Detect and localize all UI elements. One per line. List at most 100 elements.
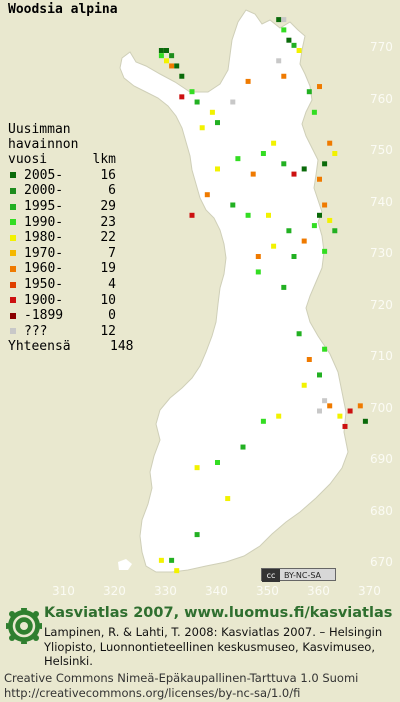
legend-swatch (10, 172, 16, 179)
legend-item-count: 12 (100, 323, 116, 339)
legend-swatch (10, 312, 16, 319)
license-name: Creative Commons Nimeä-Epäkaupallinen-Ta… (4, 671, 359, 685)
observation-square (362, 418, 368, 424)
y-tick-label: 680 (370, 503, 393, 518)
legend-item-label: 1980- (24, 230, 64, 246)
observation-square (245, 78, 251, 84)
footer-license: Creative Commons Nimeä-Epäkaupallinen-Ta… (4, 671, 358, 700)
legend-item-label: 1960- (24, 261, 64, 277)
observation-square (169, 557, 175, 563)
legend-rows: 2005- 16 2000- 6 1995- 29 1990- 23 1980- 22 1970- 7… (8, 168, 133, 340)
legend-total-count: 148 (110, 339, 134, 355)
observation-square (322, 398, 328, 404)
footer-title-link[interactable]: Kasviatlas 2007, www.luomus.fi/kasviatla… (44, 605, 393, 621)
x-tick-label: 340 (205, 584, 228, 598)
legend-item-count: 19 (100, 261, 116, 277)
legend-item: 1960- 19 (8, 261, 133, 277)
y-tick-label: 670 (370, 555, 393, 569)
legend-swatch (10, 297, 16, 304)
legend-item-label: 2000- (24, 183, 64, 199)
legend-item-count: 0 (108, 308, 116, 324)
legend-item: -1899 0 (8, 308, 133, 324)
observation-square (337, 413, 343, 419)
observation-square (245, 212, 251, 218)
legend-swatch (10, 203, 16, 210)
observation-square (317, 212, 322, 218)
observation-square (164, 58, 169, 64)
observation-square (317, 84, 322, 90)
legend-swatch (10, 187, 16, 194)
observation-square (281, 284, 287, 290)
footer-citation: Lampinen, R. & Lahti, T. 2008: Kasviatla… (44, 625, 383, 668)
legend-swatch (10, 219, 16, 226)
species-title: Woodsia alpina (8, 2, 118, 17)
observation-square (179, 94, 185, 100)
legend-item-label: ??? (24, 323, 48, 339)
observation-square (158, 48, 164, 53)
legend-item-label: 2005- (24, 167, 64, 183)
x-tick-label: 330 (154, 584, 177, 598)
observation-square (209, 109, 215, 115)
observation-square (204, 192, 210, 198)
observation-square (327, 140, 333, 146)
y-tick-label: 710 (370, 349, 393, 363)
x-tick-label: 370 (358, 584, 381, 598)
observation-square (276, 58, 282, 64)
legend-item-count: 10 (100, 292, 116, 308)
observation-square (322, 346, 328, 352)
legend-item-count: 22 (100, 230, 116, 246)
legend-item-count: 7 (108, 245, 116, 261)
observation-square (311, 223, 317, 229)
observation-square (194, 532, 200, 538)
observation-square (296, 48, 302, 53)
observation-square (260, 418, 266, 424)
observation-square (225, 496, 231, 502)
legend-item-label: 1970- (24, 245, 64, 261)
cc-license-badge[interactable]: cc BY-NC-SA (261, 568, 336, 582)
cc-icon: cc (262, 569, 280, 582)
observation-square (174, 63, 180, 69)
license-url-link[interactable]: http://creativecommons.org/licenses/by-n… (4, 685, 301, 700)
legend-col-year: vuosi (8, 152, 48, 168)
observation-square (311, 109, 317, 115)
observation-square (230, 99, 236, 105)
y-tick-label: 690 (370, 452, 393, 466)
x-tick-label: 360 (307, 584, 330, 598)
observation-square (215, 120, 220, 126)
y-tick-label: 730 (370, 246, 393, 260)
legend-header-cols: vuosi lkm (8, 152, 133, 168)
legend-item-count: 29 (100, 199, 116, 215)
observation-square (332, 151, 338, 156)
legend-swatch (10, 328, 16, 335)
legend-item: 1970- 7 (8, 246, 133, 262)
legend-item-label: 1950- (24, 277, 64, 293)
legend-col-count: lkm (92, 152, 116, 168)
observation-square (169, 63, 175, 69)
observation-square (322, 161, 328, 167)
observation-square (281, 17, 287, 23)
legend-item-label: -1899 (24, 308, 64, 324)
x-tick-label: 350 (256, 584, 279, 598)
legend-item-count: 4 (108, 277, 116, 293)
legend-item: 2005- 16 (8, 168, 133, 184)
legend-item: ??? 12 (8, 324, 133, 340)
legend-header-line2: havainnon (8, 137, 79, 152)
observation-square (174, 568, 180, 574)
observation-square (276, 413, 282, 419)
cc-badge-text: BY-NC-SA (284, 571, 322, 580)
observation-square (301, 238, 307, 244)
y-tick-label: 700 (370, 400, 393, 415)
observation-square (250, 171, 256, 177)
observation-square (347, 408, 353, 414)
legend-swatch (10, 234, 16, 241)
observation-square (281, 161, 287, 167)
observation-square (306, 357, 312, 362)
observation-square (317, 408, 322, 414)
x-tick-label: 320 (103, 584, 126, 598)
observation-square (199, 125, 205, 131)
observation-square (327, 217, 333, 223)
observation-square (179, 73, 185, 79)
observation-square (306, 89, 312, 95)
legend-item: 1995- 29 (8, 199, 133, 215)
observation-square (327, 403, 333, 409)
